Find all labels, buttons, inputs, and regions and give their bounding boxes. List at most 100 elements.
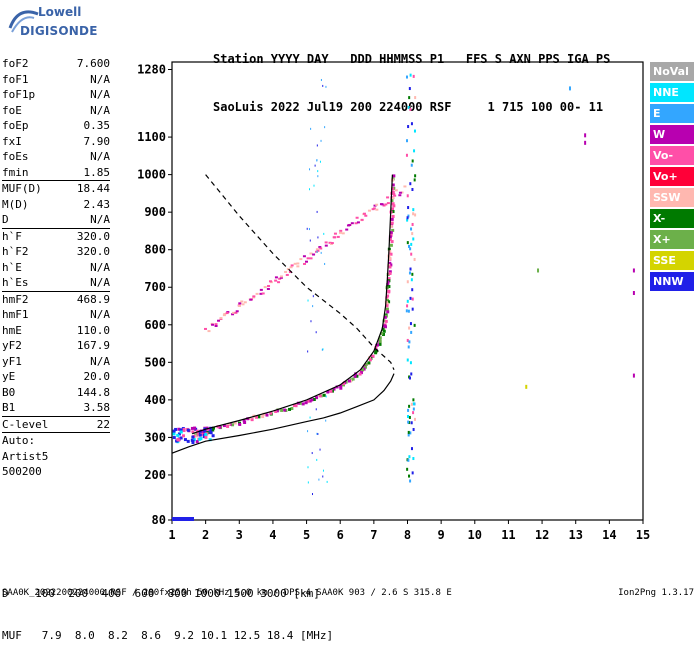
echo-f2-ordinary (322, 393, 326, 397)
echo-spread-f (406, 299, 409, 303)
logo-swoosh-icon (8, 10, 39, 33)
echo-f2-ordinary (211, 428, 215, 432)
echo-noise (320, 251, 322, 254)
echo-second-hop (252, 296, 256, 299)
echo-noise (317, 236, 319, 239)
echo-isolated (525, 384, 528, 389)
echo-f2-ordinary (386, 282, 390, 286)
echo-f2-ordinary (391, 210, 395, 214)
legend-item-nne: NNE (650, 83, 694, 102)
echo-second-hop (356, 221, 360, 224)
y-tick-label: 200 (144, 468, 166, 482)
echo-noise (312, 493, 314, 496)
echo-low-frequency (174, 427, 178, 431)
echo-f2-ordinary (392, 204, 396, 208)
y-tick-label: 1100 (137, 130, 166, 144)
echo-spread-f (414, 213, 417, 217)
echo-spread-f (408, 244, 411, 248)
echo-f2-ordinary (367, 361, 371, 365)
echo-second-hop (288, 271, 292, 274)
echo-f2-ordinary (386, 310, 390, 314)
echo-low-frequency (181, 434, 185, 438)
echo-f2-ordinary (363, 365, 367, 369)
echo-spread-f (408, 455, 411, 459)
legend-item-sse: SSE (650, 251, 694, 270)
echo-second-hop (328, 241, 332, 244)
echo-second-hop (252, 295, 256, 298)
echo-f2-ordinary (385, 302, 389, 306)
echo-spread-f (411, 159, 414, 163)
param-row: B0 144.8 (2, 385, 110, 401)
echo-f2-ordinary (381, 327, 385, 331)
echo-spread-f (409, 247, 412, 251)
echo-low-frequency (172, 436, 176, 440)
echo-spread-f (411, 272, 414, 276)
echo-f2-ordinary (388, 272, 392, 276)
echo-noise (307, 481, 309, 484)
echo-f2-ordinary (351, 377, 355, 381)
echo-low-frequency (198, 433, 202, 437)
echo-second-hop (382, 204, 386, 207)
echo-spread-f (414, 174, 417, 178)
echo-spread-f (412, 212, 415, 216)
param-label: M(D) (2, 197, 29, 211)
param-row: yF1 N/A (2, 354, 110, 370)
divider (2, 415, 110, 417)
echo-f2-ordinary (390, 217, 394, 221)
param-row: hmF2 468.9 (2, 292, 110, 308)
echo-spread-f (412, 208, 415, 212)
param-value: 468.9 (76, 292, 110, 306)
echo-second-hop (309, 252, 313, 255)
echo-spread-f (409, 107, 412, 111)
echo-noise (323, 232, 325, 235)
echo-f2-ordinary (292, 403, 296, 407)
echo-spread-f (413, 257, 416, 261)
echo-spread-f (410, 252, 413, 256)
echo-low-frequency (200, 432, 204, 436)
echo-f2-ordinary (280, 408, 284, 412)
echo-spread-f (412, 237, 415, 241)
echo-spread-f (406, 467, 409, 471)
echo-spread-f (405, 75, 408, 79)
echo-f2-ordinary (315, 396, 319, 400)
echo-f2-ordinary (257, 415, 261, 419)
x-tick-label: 6 (337, 528, 344, 542)
echo-second-hop (214, 324, 218, 327)
echo-f2-ordinary (243, 421, 247, 425)
echo-f2-ordinary (382, 329, 386, 333)
echo-second-hop (211, 323, 215, 326)
echo-noise (316, 210, 318, 213)
param-label: foF1p (2, 88, 36, 101)
echo-spread-f (409, 267, 412, 271)
echo-f2-ordinary (368, 358, 372, 362)
echo-f2-ordinary (294, 404, 298, 408)
echo-second-hop (333, 236, 337, 239)
legend-item-vo: Vo+ (650, 167, 694, 186)
echo-low-frequency (191, 439, 195, 443)
legend-item-x: X- (650, 209, 694, 228)
param-group-confidence: C-level 22 (2, 417, 110, 433)
echo-f2-ordinary (385, 304, 389, 308)
param-label: C-level (2, 417, 49, 431)
echo-second-hop (360, 218, 364, 221)
echo-f2-ordinary (385, 296, 389, 300)
muf-table: D 100 200 400 600 800 1000 1500 3000 [km… (2, 559, 333, 657)
echo-f2-ordinary (388, 235, 392, 239)
echo-low-frequency (198, 430, 202, 434)
echo-noise (322, 84, 324, 87)
echo-f2-ordinary (374, 346, 378, 350)
echo-f2-ordinary (310, 398, 314, 402)
echo-second-hop (289, 266, 293, 269)
echo-noise (315, 331, 317, 334)
param-row: fxI 7.90 (2, 134, 110, 150)
echo-isolated (632, 291, 635, 295)
x-tick-label: 9 (438, 528, 445, 542)
echo-f2-ordinary (389, 231, 393, 235)
x-tick-label: 7 (370, 528, 377, 542)
param-label: foE (2, 103, 22, 117)
echo-f2-ordinary (391, 187, 395, 191)
echo-f2-ordinary (388, 256, 392, 260)
echo-second-hop (392, 193, 396, 196)
echo-f2-ordinary (391, 228, 395, 232)
echo-f2-ordinary (339, 384, 343, 388)
